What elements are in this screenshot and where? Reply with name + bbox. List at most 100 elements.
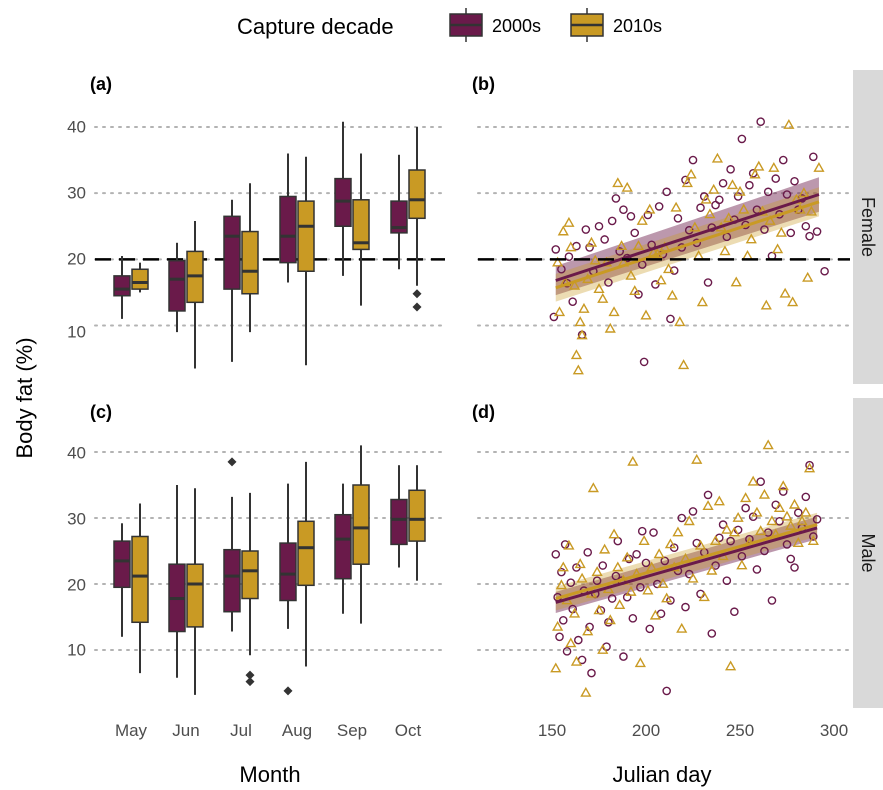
point-2010s	[578, 302, 590, 313]
point-2000s	[760, 225, 769, 234]
y-tick-label: 20	[67, 250, 86, 269]
point-2000s	[628, 614, 638, 623]
point-2000s	[654, 202, 664, 211]
point-2010s	[732, 511, 744, 522]
box-2000s	[279, 542, 297, 602]
point-2010s	[702, 500, 714, 511]
point-2010s	[570, 349, 583, 360]
point-2000s	[786, 554, 796, 564]
point-2010s	[553, 306, 566, 317]
point-2000s	[604, 278, 613, 287]
point-2010s	[608, 306, 620, 317]
point-2000s	[551, 550, 561, 559]
point-2000s	[812, 515, 822, 524]
point-2010s	[775, 226, 787, 237]
point-2010s	[738, 203, 750, 214]
point-2010s	[563, 216, 575, 227]
point-2010s	[604, 322, 616, 333]
point-2010s	[740, 492, 752, 503]
point-2000s	[790, 563, 799, 572]
point-2010s	[565, 241, 577, 252]
point-2010s	[772, 243, 784, 254]
point-2000s	[820, 266, 829, 276]
point-2010s	[706, 564, 718, 575]
point-2010s	[572, 364, 584, 375]
point-2010s	[721, 523, 733, 534]
point-2010s	[779, 287, 791, 298]
point-2010s	[766, 515, 778, 526]
point-2010s	[709, 535, 722, 545]
point-2010s	[587, 482, 599, 493]
point-2010s	[642, 584, 654, 595]
point-2010s	[550, 662, 562, 673]
point-2000s	[607, 594, 617, 603]
y-axis-title: Body fat (%)	[12, 337, 37, 458]
point-2010s	[670, 201, 682, 212]
point-2010s	[574, 316, 586, 327]
box-2000s	[279, 195, 297, 264]
point-2010s	[631, 568, 643, 578]
day-tick-label: 300	[820, 721, 848, 740]
point-2000s	[558, 616, 568, 625]
fit-line-2000s	[555, 193, 820, 282]
box-2010s	[408, 169, 426, 220]
point-2010s	[666, 289, 678, 300]
point-2010s	[552, 256, 564, 267]
point-2010s	[708, 183, 720, 194]
point-2010s	[615, 240, 628, 251]
point-2000s	[741, 503, 750, 513]
point-2010s	[683, 515, 695, 526]
box-2010s	[131, 535, 149, 624]
point-2000s	[630, 228, 640, 238]
month-ticks: May Jun Jul Aug Sep Oct	[115, 721, 422, 740]
day-tick-label: 200	[632, 721, 660, 740]
point-2000s	[718, 178, 728, 188]
point-2010s	[749, 168, 761, 179]
point-2000s	[767, 596, 777, 605]
point-2000s	[666, 314, 675, 324]
point-2000s	[760, 546, 769, 556]
legend-title: Capture decade	[237, 14, 394, 39]
point-2000s	[669, 266, 679, 275]
point-2010s	[591, 566, 603, 577]
point-2000s	[551, 245, 561, 254]
point-2000s	[564, 252, 574, 261]
point-2010s	[751, 506, 763, 517]
point-2010s	[599, 543, 611, 554]
point-2010s	[711, 152, 724, 163]
point-2000s	[793, 508, 803, 518]
point-2000s	[699, 192, 709, 201]
point-2010s	[813, 161, 825, 172]
point-2000s	[805, 231, 814, 241]
point-2000s	[801, 221, 811, 231]
point-2000s	[566, 578, 576, 587]
point-2000s	[594, 221, 604, 231]
point-2010s	[632, 240, 645, 251]
point-2010s	[576, 572, 588, 583]
point-2010s	[662, 263, 675, 274]
point-2000s	[778, 155, 788, 165]
month-tick-label: May	[115, 721, 148, 740]
point-2010s	[781, 510, 793, 521]
point-2010s	[760, 299, 772, 310]
panel-d-scatter	[477, 439, 851, 697]
point-2010s	[653, 548, 665, 559]
point-2010s	[563, 539, 575, 550]
month-tick-label: Aug	[282, 721, 312, 740]
point-2000s	[557, 567, 566, 577]
legend-key-2010s	[570, 8, 604, 42]
box-2000s	[113, 275, 131, 297]
point-2010s	[576, 329, 588, 340]
point-2010s	[755, 525, 767, 536]
point-2010s	[745, 233, 757, 244]
point-2010s	[700, 193, 712, 204]
point-2010s	[664, 538, 677, 549]
point-2010s	[730, 276, 742, 287]
point-2010s	[783, 118, 795, 129]
x-axis-title-month: Month	[239, 762, 300, 787]
point-2010s	[805, 205, 818, 216]
box-2010s	[408, 489, 426, 542]
point-2000s	[583, 548, 593, 557]
point-2010s	[689, 221, 701, 232]
point-2010s	[582, 625, 594, 636]
